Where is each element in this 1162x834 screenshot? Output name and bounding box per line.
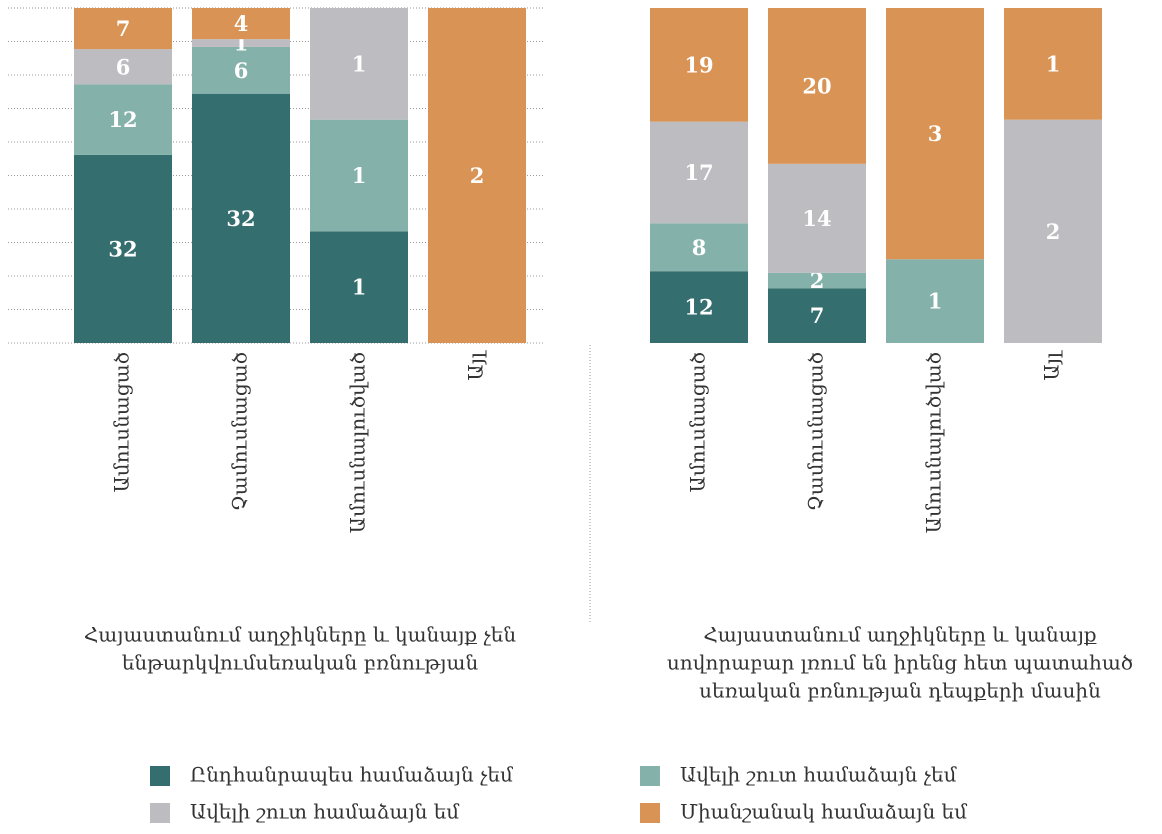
- bar-segment: [650, 271, 748, 343]
- data-label: 2: [470, 163, 485, 188]
- data-label: 32: [226, 206, 255, 231]
- x-tick-label: Չամուսնացած: [228, 352, 252, 511]
- x-tick-label: Այլ: [1040, 350, 1064, 380]
- data-label: 7: [810, 303, 825, 328]
- panel-title: Հայաստանում աղջիկները և կանայք: [703, 623, 1096, 647]
- data-label: 17: [684, 160, 713, 185]
- bar-segment: [310, 119, 408, 232]
- data-label: 14: [802, 206, 831, 231]
- x-tick-label: Ամուսնացած: [110, 352, 134, 492]
- bar-segment: [886, 259, 984, 343]
- x-tick-label: Ամուսնացած: [686, 352, 710, 492]
- data-label: 19: [684, 52, 713, 77]
- bar-segment: [192, 93, 290, 343]
- bar-segment: [768, 288, 866, 343]
- legend-swatch: [150, 766, 170, 786]
- bar-segment: [310, 8, 408, 120]
- data-label: 12: [684, 295, 713, 320]
- data-label: 12: [108, 107, 137, 132]
- legend-label: Ընդհանրապես համաձայն չեմ: [190, 763, 513, 787]
- bar-segment: [1004, 8, 1102, 120]
- data-label: 1: [928, 289, 943, 314]
- bar-segment: [650, 121, 748, 224]
- bar-segment: [886, 8, 984, 260]
- data-label: 1: [352, 275, 367, 300]
- bar-segment: [192, 46, 290, 94]
- bar-segment: [192, 8, 290, 40]
- data-label: 1: [1046, 51, 1061, 76]
- bar-segment: [310, 231, 408, 343]
- bar-segment: [192, 39, 290, 47]
- bar-segment: [1004, 119, 1102, 344]
- data-label: 32: [108, 236, 137, 261]
- panel-title: սեռական բռնության դեպքերի մասին: [699, 679, 1101, 703]
- bar-segment: [768, 163, 866, 273]
- data-label: 6: [234, 58, 249, 83]
- bar-segment: [768, 8, 866, 164]
- x-tick-label: Ամուսնալուծված: [346, 352, 370, 533]
- data-label: 20: [802, 73, 831, 98]
- legend-swatch: [150, 803, 170, 823]
- data-label: 2: [810, 268, 825, 293]
- legend-label: Միանշանակ համաձայն եմ: [680, 800, 967, 824]
- legend-label: Ավելի շուտ համաձայն եմ: [190, 800, 459, 824]
- data-label: 3: [928, 121, 943, 146]
- legend-swatch: [640, 803, 660, 823]
- x-tick-label: Այլ: [464, 350, 488, 380]
- data-label: 7: [116, 16, 131, 41]
- data-label: 1: [352, 51, 367, 76]
- x-tick-label: Ամուսնալուծված: [922, 352, 946, 533]
- bar-segment: [428, 8, 526, 343]
- data-label: 4: [234, 11, 249, 36]
- bar-segment: [74, 84, 172, 155]
- x-tick-label: Չամուսնացած: [804, 352, 828, 511]
- panel-title: Հայաստանում աղջիկները և կանայք չեն: [84, 623, 516, 647]
- bar-segment: [74, 8, 172, 50]
- legend-swatch: [640, 766, 660, 786]
- bar-segment: [74, 49, 172, 85]
- panel-title: սովորաբար լռում են իրենց հետ պատահած: [667, 651, 1133, 675]
- panel-title: ենթարկվումսեռական բռնության: [122, 651, 479, 675]
- data-label: 1: [352, 163, 367, 188]
- bar-segment: [650, 8, 748, 122]
- legend-label: Ավելի շուտ համաձայն չեմ: [680, 763, 957, 787]
- bar-segment: [74, 154, 172, 343]
- data-label: 8: [692, 235, 707, 260]
- data-label: 6: [116, 54, 131, 79]
- data-label: 2: [1046, 219, 1061, 244]
- bar-segment: [650, 223, 748, 272]
- bar-segment: [768, 272, 866, 289]
